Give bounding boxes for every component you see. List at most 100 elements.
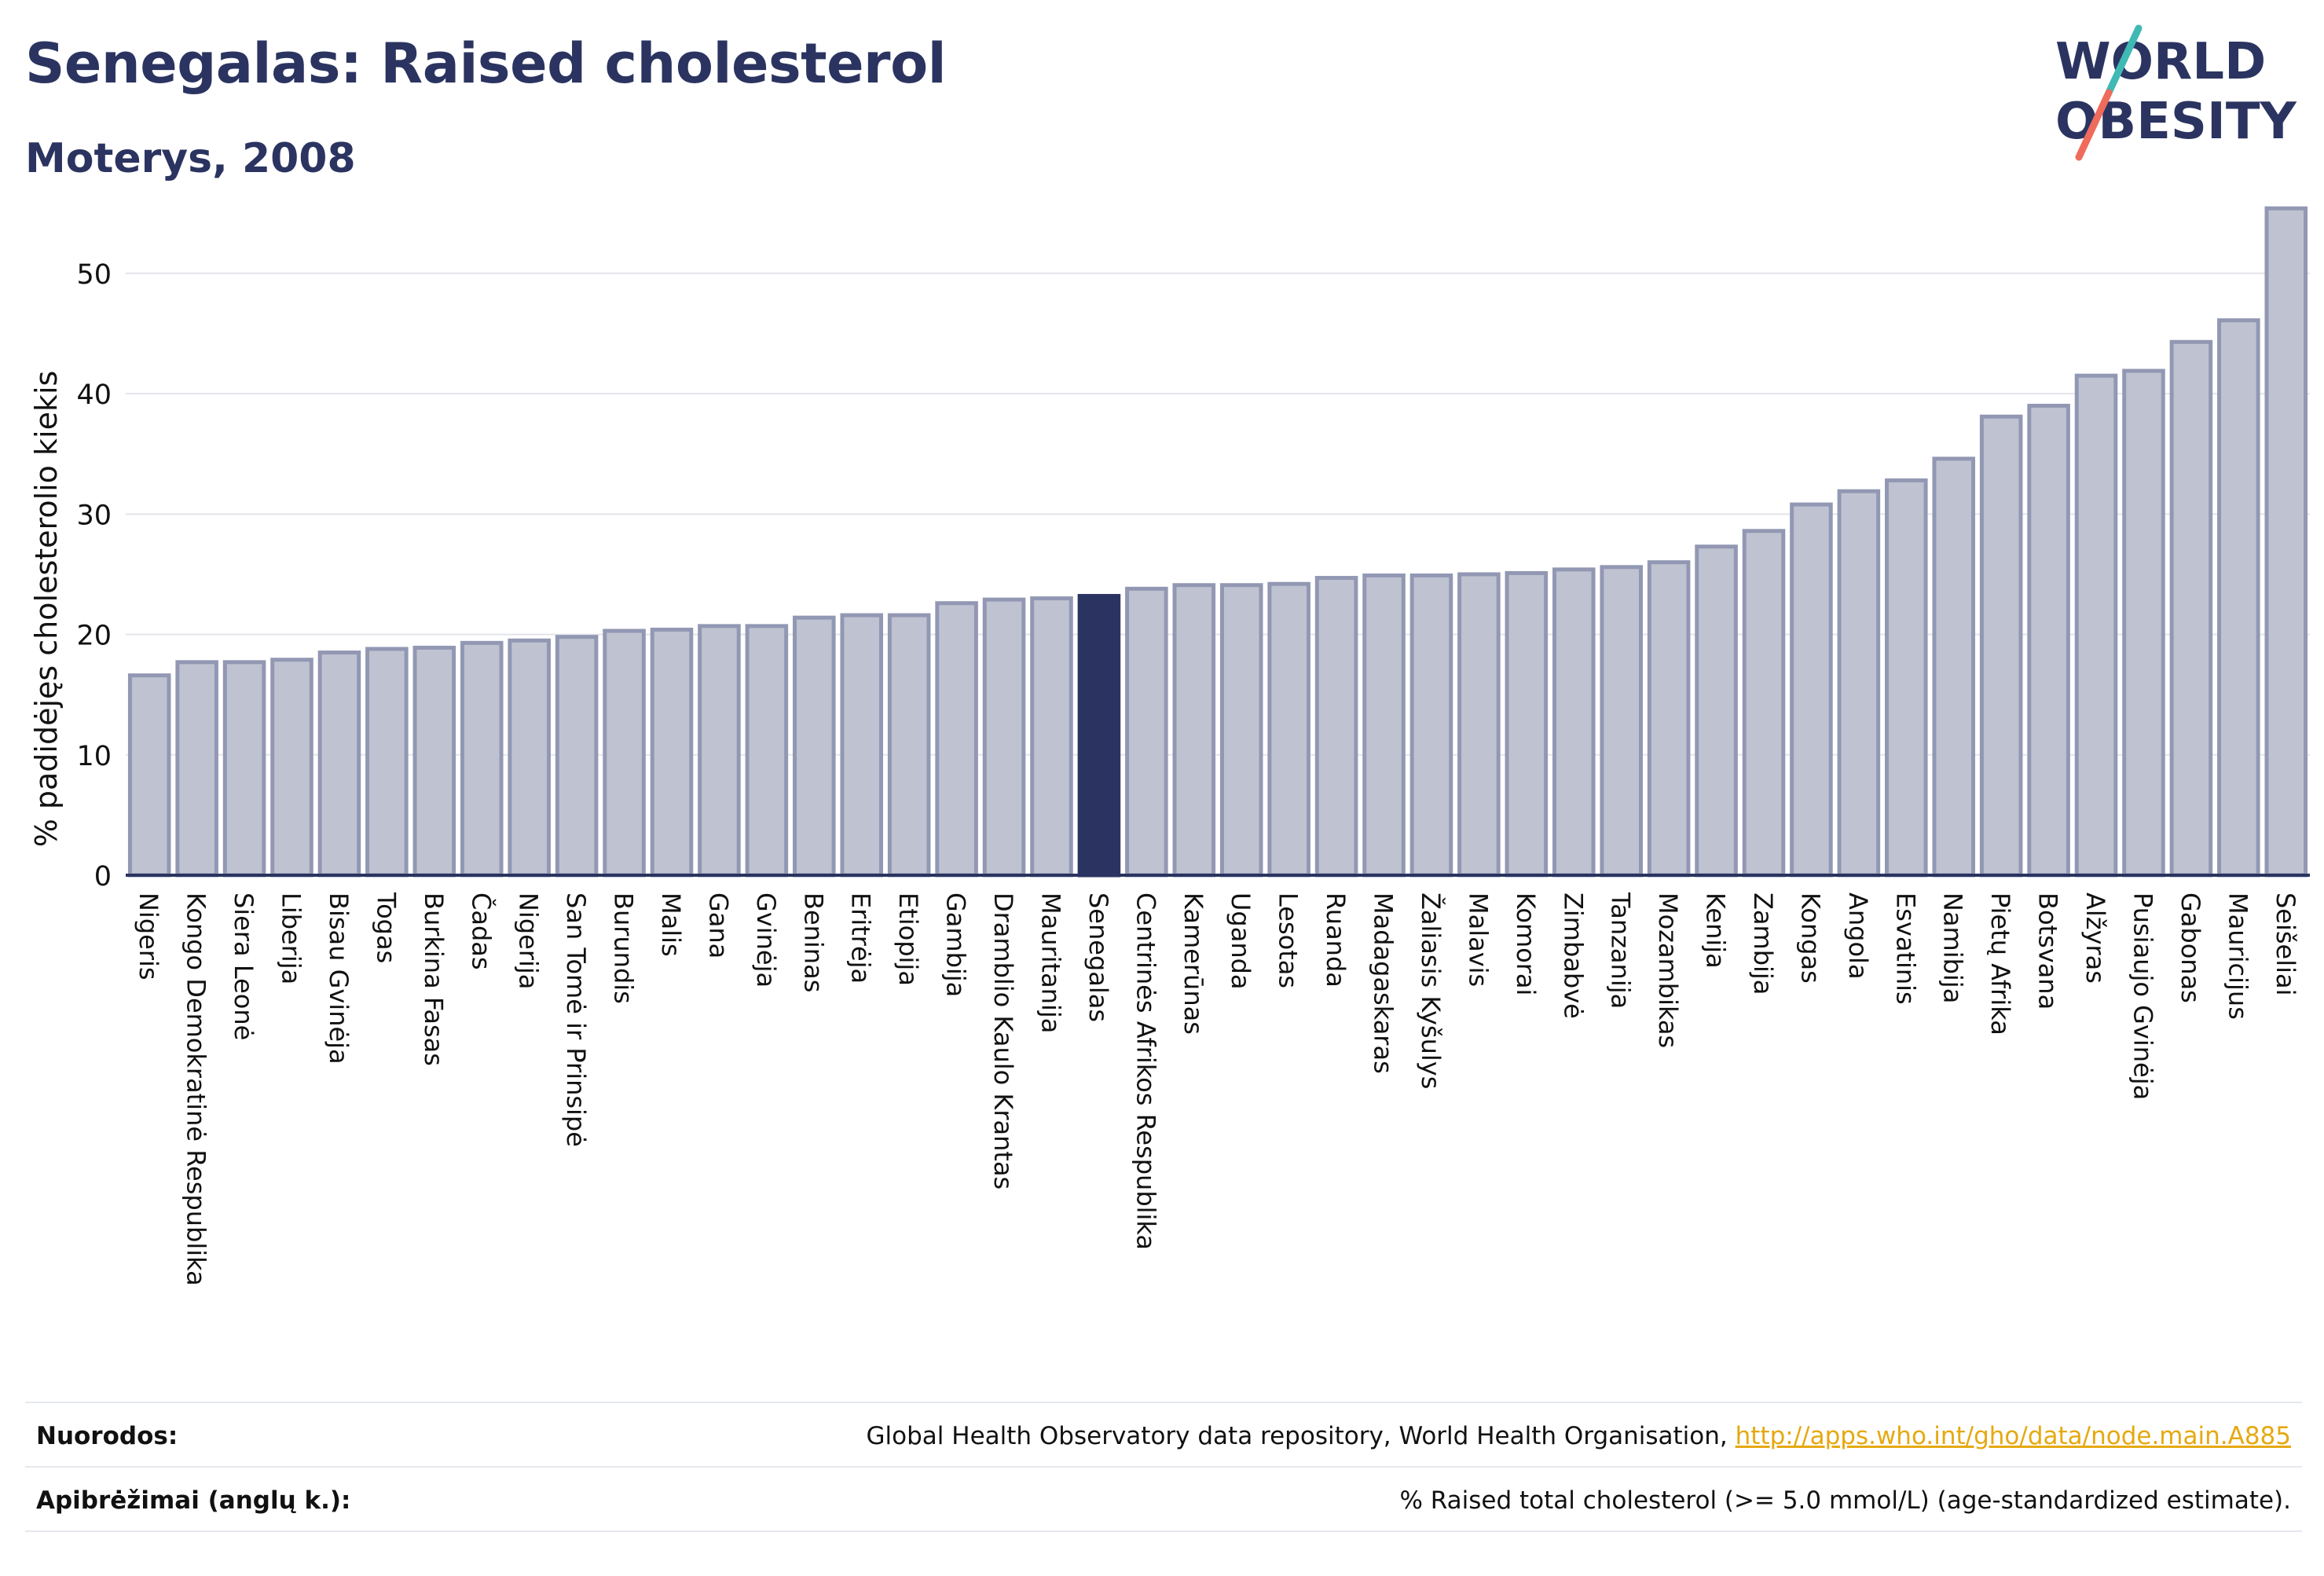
- bar: [1457, 572, 1501, 878]
- bar: [1219, 583, 1263, 878]
- bar: [2264, 206, 2308, 878]
- bar: [1125, 586, 1168, 878]
- x-tick-label: Mauricijus: [2223, 892, 2253, 1020]
- bar: [603, 629, 646, 878]
- bar: [460, 640, 504, 878]
- x-tick-labels: Nigeris Kongo Demokratinė Respublika Siera…: [134, 892, 2300, 1286]
- bar: [365, 647, 409, 878]
- x-tick-label: Bisau Gvinėja: [324, 892, 354, 1065]
- x-tick-label: Ruanda: [1321, 892, 1351, 988]
- bar: [1600, 565, 1643, 878]
- x-tick-label: Namibija: [1938, 892, 1968, 1003]
- y-axis-label: % padidėjęs cholesterolio kiekis: [29, 371, 64, 848]
- x-tick-label: Mauritanija: [1036, 892, 1065, 1033]
- x-tick-label: Burundis: [609, 892, 639, 1004]
- x-tick-label: Lesotas: [1274, 892, 1303, 988]
- bar: [745, 624, 789, 878]
- x-tick-label: Botsvana: [2033, 892, 2063, 1010]
- x-tick-label: Gvinėja: [751, 892, 781, 988]
- y-tick-label: 0: [94, 861, 112, 892]
- bar: [2074, 373, 2118, 878]
- bar: [982, 597, 1026, 878]
- bar: [317, 651, 361, 878]
- bars: [127, 206, 2308, 878]
- x-tick-label: Etiopija: [893, 892, 923, 986]
- bar: [1552, 567, 1596, 878]
- x-tick-label: Malavis: [1463, 892, 1493, 987]
- x-tick-label: Senegalas: [1083, 892, 1113, 1022]
- bar: [840, 613, 884, 878]
- bar: [412, 645, 456, 878]
- bar: [127, 673, 171, 878]
- logo-slash-coral: [2075, 89, 2113, 161]
- x-tick-label: Centrinės Afrikos Respublika: [1131, 892, 1160, 1250]
- chart-subtitle: Moterys, 2008: [25, 135, 356, 182]
- bar: [1314, 576, 1358, 878]
- definitions-value: % Raised total cholesterol (>= 5.0 mmol/…: [1399, 1486, 2291, 1515]
- x-tick-label: Gambija: [941, 892, 971, 997]
- x-tick-label: Beninas: [798, 892, 828, 992]
- x-tick-label: Togas: [371, 892, 401, 963]
- bar: [793, 615, 836, 878]
- x-tick-label: Kongo Demokratinė Respublika: [181, 892, 211, 1286]
- bar: [2027, 403, 2070, 878]
- bar: [1885, 478, 1928, 878]
- bar: [698, 624, 741, 878]
- bar: [1030, 596, 1073, 878]
- bar: [2217, 318, 2260, 878]
- x-tick-label: Komorai: [1511, 892, 1541, 995]
- x-tick-label: Dramblio Kaulo Krantas: [988, 892, 1018, 1189]
- x-tick-label: Nigerija: [514, 892, 544, 989]
- bar: [887, 613, 931, 878]
- bar-chart: 0 10 20 30 40 50 Nigeris Kongo Demokratinė Res…: [29, 206, 2310, 1286]
- bar: [1409, 573, 1453, 878]
- x-tick-label: Esvatinis: [1890, 892, 1920, 1005]
- footer-bottom-border: [25, 1530, 2302, 1532]
- x-tick-label: Kamerūnas: [1178, 892, 1208, 1035]
- x-tick-label: Siera Leonė: [229, 892, 258, 1040]
- bar: [2122, 368, 2165, 878]
- chart-title: Senegalas: Raised cholesterol: [25, 31, 947, 96]
- x-tick-label: Uganda: [1226, 892, 1255, 990]
- x-tick-label: Kongas: [1795, 892, 1825, 984]
- y-tick-label: 20: [76, 621, 112, 652]
- bar: [1742, 529, 1786, 878]
- bar: [555, 635, 599, 878]
- x-tick-label: San Tomė ir Prinsipė: [561, 892, 591, 1147]
- y-tick-label: 30: [76, 500, 112, 531]
- logo-line1: WORLD: [2055, 33, 2266, 91]
- x-tick-label: Madagaskaras: [1369, 892, 1398, 1074]
- y-tick-label: 50: [76, 259, 112, 291]
- bar: [1505, 570, 1549, 878]
- x-tick-label: Liberija: [277, 892, 306, 984]
- x-tick-label: Angola: [1843, 892, 1873, 980]
- x-tick-label: Nigeris: [134, 892, 163, 980]
- y-tick-labels: 0 10 20 30 40 50: [76, 259, 112, 892]
- bar: [508, 638, 551, 878]
- bar: [1267, 581, 1310, 878]
- bar: [1695, 544, 1738, 878]
- bar: [1932, 456, 1976, 878]
- x-tick-label: Pietų Afrika: [1985, 892, 2015, 1035]
- definitions-row: Apibrėžimai (anglų k.): % Raised total c…: [25, 1466, 2302, 1532]
- references-link[interactable]: http://apps.who.int/gho/data/node.main.A…: [1735, 1422, 2291, 1450]
- y-tick-label: 10: [76, 741, 112, 772]
- x-tick-label: Zimbabvė: [1558, 892, 1588, 1019]
- x-tick-label: Mozambikas: [1653, 892, 1683, 1048]
- bar: [270, 658, 313, 878]
- x-tick-label: Čadas: [466, 892, 497, 970]
- x-tick-label: Burkina Fasas: [419, 892, 449, 1066]
- x-tick-label: Eritrėja: [846, 892, 876, 984]
- bar: [1790, 502, 1833, 878]
- x-tick-label: Tanzanija: [1606, 892, 1636, 1009]
- x-tick-label: Kenija: [1701, 892, 1731, 969]
- x-tick-label: Zambija: [1748, 892, 1778, 995]
- x-tick-label: Alžyras: [2080, 892, 2110, 984]
- y-tick-label: 40: [76, 379, 112, 411]
- references-text: Global Health Observatory data repositor…: [866, 1422, 1736, 1450]
- bar: [1647, 560, 1691, 878]
- definitions-label: Apibrėžimai (anglų k.):: [36, 1486, 351, 1515]
- logo-slash-teal: [2105, 24, 2143, 97]
- bar: [1172, 583, 1216, 878]
- x-tick-label: Pusiaujo Gvinėja: [2128, 892, 2157, 1100]
